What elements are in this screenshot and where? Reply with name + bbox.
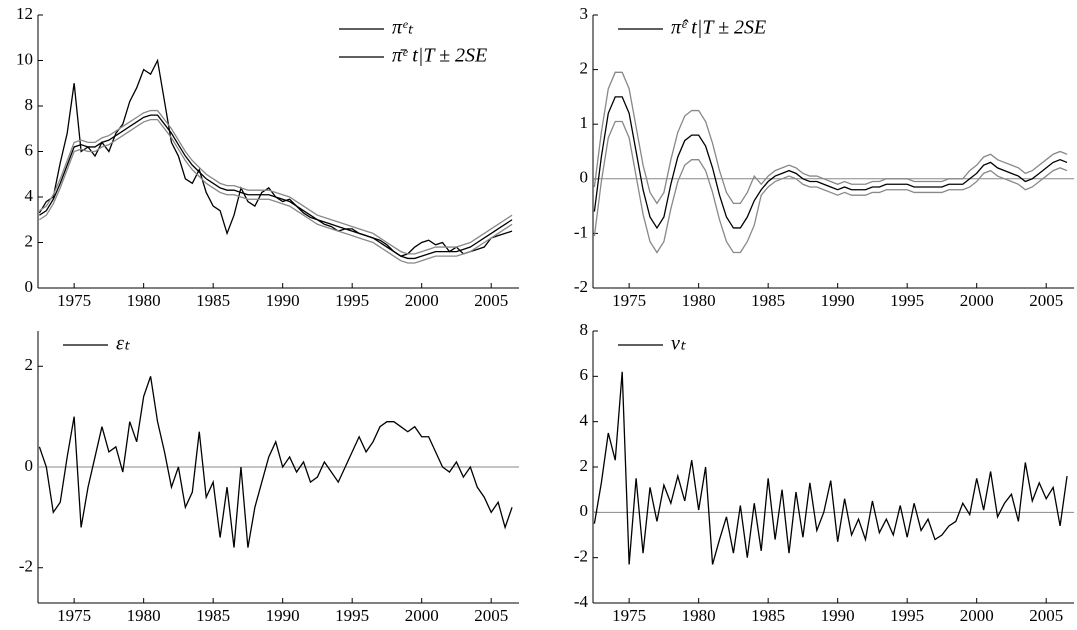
legend-label: εₜ: [116, 333, 131, 355]
series-line: [39, 114, 513, 260]
x-tick-label: 1975: [57, 606, 91, 625]
x-tick-label: 1975: [612, 606, 646, 625]
x-tick-label: 1975: [57, 291, 91, 310]
x-tick-label: 2005: [1029, 291, 1063, 310]
y-tick-label: 3: [580, 4, 589, 23]
series-line: [593, 96, 1068, 230]
x-tick-label: 1985: [751, 291, 785, 310]
series-line: [593, 371, 1068, 565]
y-tick-label: 8: [580, 320, 589, 339]
y-tick-label: 0: [25, 277, 34, 296]
x-tick-label: 1995: [335, 291, 369, 310]
y-tick-label: -4: [574, 592, 589, 611]
x-tick-label: 1990: [821, 291, 855, 310]
y-tick-label: 2: [580, 59, 589, 78]
series-line: [39, 119, 513, 264]
y-tick-label: 6: [580, 365, 589, 384]
y-tick-label: 2: [25, 355, 34, 374]
x-tick-label: 1995: [890, 606, 924, 625]
legend-label: νₜ: [671, 333, 687, 355]
x-tick-label: 1990: [266, 291, 300, 310]
x-tick-label: 1995: [335, 606, 369, 625]
y-tick-label: 0: [580, 168, 589, 187]
y-tick-label: 0: [580, 501, 589, 520]
x-tick-label: 2005: [474, 291, 508, 310]
y-tick-label: 1: [580, 113, 589, 132]
x-tick-label: 1980: [127, 291, 161, 310]
x-tick-label: 1990: [821, 606, 855, 625]
x-tick-label: 2000: [960, 606, 994, 625]
legend-label: π̄ᵉ t|T ± 2SE: [392, 45, 487, 67]
y-tick-label: 8: [25, 95, 34, 114]
y-tick-label: -2: [574, 547, 588, 566]
y-tick-label: 4: [25, 186, 34, 205]
x-tick-label: 1975: [612, 291, 646, 310]
y-tick-label: 2: [580, 456, 589, 475]
x-tick-label: 2000: [405, 606, 439, 625]
series-line: [593, 120, 1068, 254]
x-tick-label: 2005: [1029, 606, 1063, 625]
series-line: [39, 109, 513, 255]
y-tick-label: 10: [16, 49, 33, 68]
y-tick-label: 4: [580, 411, 589, 430]
x-tick-label: 1980: [682, 606, 716, 625]
series-line: [38, 58, 513, 257]
x-tick-label: 1985: [196, 291, 230, 310]
x-tick-label: 1980: [127, 606, 161, 625]
legend-label: πᵉₜ: [392, 17, 414, 39]
series-line: [593, 71, 1068, 205]
y-tick-label: -2: [19, 557, 33, 576]
y-tick-label: 0: [25, 456, 34, 475]
x-tick-label: 1980: [682, 291, 716, 310]
x-tick-label: 2005: [474, 606, 508, 625]
y-tick-label: 12: [16, 4, 33, 23]
legend-label: π̂ᵉ t|T ± 2SE: [671, 17, 766, 39]
y-tick-label: 2: [25, 231, 34, 250]
x-tick-label: 1985: [196, 606, 230, 625]
y-tick-label: -1: [574, 222, 588, 241]
y-tick-label: 6: [25, 140, 34, 159]
y-tick-label: -2: [574, 277, 588, 296]
x-tick-label: 1995: [890, 291, 924, 310]
x-tick-label: 2000: [405, 291, 439, 310]
x-tick-label: 1990: [266, 606, 300, 625]
x-tick-label: 1985: [751, 606, 785, 625]
x-tick-label: 2000: [960, 291, 994, 310]
series-line: [38, 376, 513, 548]
